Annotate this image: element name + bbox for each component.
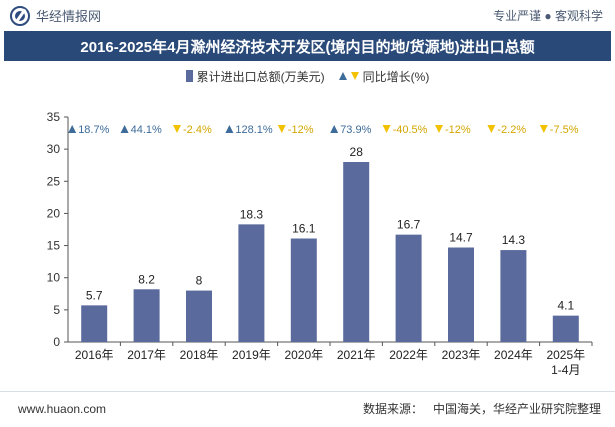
bar [500,250,527,342]
growth-up-triangle [68,125,77,133]
growth-value-label: 73.9% [340,124,371,136]
growth-down-triangle [435,125,443,133]
growth-down-triangle [539,125,548,133]
legend-up-triangle-icon [338,72,347,80]
bar [186,290,212,342]
growth-down-triangle [487,125,496,133]
legend-down-triangle-icon [350,72,359,80]
bar-value-label: 16.1 [292,222,316,236]
top-bar: 华经情报网 专业严谨 ● 客观科学 [0,0,615,31]
brand-name: 华经情报网 [36,9,102,24]
legend-item-total: 累计进出口总额(万美元) [185,68,325,85]
bar-value-label: 14.7 [449,231,473,245]
x-tick-label: 1-4月 [551,363,580,377]
bar [133,289,160,342]
legend-label-growth: 同比增长(%) [362,69,430,84]
legend-label-total: 累计进出口总额(万美元) [196,69,325,84]
growth-value-label: -40.5% [393,124,428,136]
growth-value-label: -2.4% [183,124,212,136]
growth-value-label: -7.5% [550,124,579,136]
huajing-logo-icon [10,5,30,26]
y-tick-label: 30 [47,142,61,156]
bar [552,315,579,342]
y-tick-label: 35 [47,110,61,124]
x-tick-label: 2021年 [337,348,376,362]
legend-item-growth: 同比增长(%) [338,68,430,85]
growth-value-label: -2.2% [497,124,526,136]
x-tick-label: 2020年 [284,348,323,362]
growth-up-triangle [330,125,339,133]
bar-value-label: 18.3 [240,207,264,221]
brand: 华经情报网 [10,5,102,26]
x-tick-label: 2016年 [75,348,114,362]
bar [395,234,422,342]
x-tick-label: 2022年 [389,348,428,362]
y-tick-label: 10 [47,271,61,285]
x-tick-label: 2025年 [546,348,585,362]
growth-value-label: -12% [445,124,471,136]
bar-value-label: 8 [196,274,203,288]
growth-down-triangle [173,125,181,133]
bar-value-label: 28 [350,145,364,159]
legend-bar-swatch [185,70,193,82]
x-tick-label: 2017年 [127,348,166,362]
source-label: 数据来源： [362,402,423,416]
y-tick-label: 20 [47,206,61,220]
growth-value-label: -12% [288,124,314,136]
y-tick-label: 0 [53,335,60,349]
footer-source: 数据来源： 中国海关，华经产业研究院整理 [363,400,601,417]
y-tick-label: 25 [47,174,61,188]
bar [448,247,474,342]
bar [290,238,317,342]
bar [343,162,370,342]
bar-chart: 0 5 10 15 20 25 30 35 5.7 2016年 18.7% 8.2 2017年 44.1%… [47,110,593,377]
y-tick-label: 15 [47,239,61,253]
x-tick-label: 2023年 [442,348,481,362]
x-tick-label: 2018年 [180,348,219,362]
chart-legend: 累计进出口总额(万美元) 同比增长(%) [0,65,615,87]
bar-value-label: 16.7 [397,218,421,232]
growth-down-triangle [277,125,286,133]
x-tick-label: 2024年 [494,348,533,362]
source-text: 中国海关，华经产业研究院整理 [432,402,601,416]
growth-up-triangle [120,125,129,133]
growth-value-label: 18.7% [78,124,109,136]
y-tick-label: 5 [53,303,60,317]
footer: www.huaon.com 数据来源： 中国海关，华经产业研究院整理 [0,391,615,425]
bar-value-label: 5.7 [86,288,103,302]
x-tick-label: 2019年 [232,348,271,362]
slogan: 专业严谨 ● 客观科学 [493,9,603,23]
footer-website[interactable]: www.huaon.com [18,401,107,416]
chart-title: 2016-2025年4月滁州经济技术开发区(境内目的地/货源地)进出口总额 [4,31,611,61]
bar [81,305,108,342]
growth-up-triangle [225,125,234,133]
bar-value-label: 4.1 [557,299,574,313]
bar-value-label: 14.3 [502,233,526,247]
bar-value-label: 8.2 [138,272,155,286]
growth-down-triangle [382,125,391,133]
bar [238,224,265,342]
growth-value-label: 128.1% [235,124,273,136]
growth-value-label: 44.1% [131,124,162,136]
